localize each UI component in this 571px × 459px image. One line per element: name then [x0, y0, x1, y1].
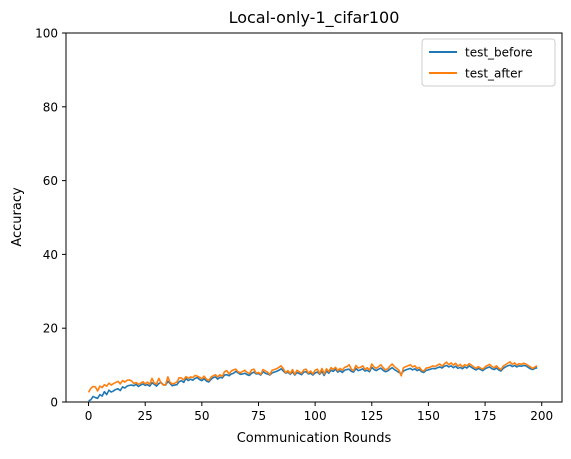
y-tick-label: 20: [43, 322, 58, 336]
legend-label: test_after: [465, 67, 523, 81]
y-tick-label: 0: [50, 396, 58, 410]
plot-frame: [65, 32, 563, 403]
x-tick-label: 75: [251, 409, 266, 423]
y-ticks: 0 20 40 60 80 100: [35, 27, 66, 410]
x-tick-label: 0: [85, 409, 93, 423]
x-axis-label: Communication Rounds: [237, 431, 392, 446]
x-tick-label: 25: [138, 409, 153, 423]
legend-label: test_before: [465, 46, 533, 60]
x-tick-label: 125: [360, 409, 383, 423]
y-axis-label: Accuracy: [10, 187, 25, 247]
chart-title: Local-only-1_cifar100: [229, 8, 400, 28]
series-line-test-after: [87, 360, 538, 393]
x-ticks: 0 25 50 75 100 125 150 175 200: [85, 402, 553, 423]
x-tick-label: 50: [194, 409, 209, 423]
y-tick-label: 60: [43, 174, 58, 188]
legend: test_before test_after: [421, 38, 556, 87]
legend-box: [421, 38, 556, 87]
y-tick-label: 80: [43, 100, 58, 114]
y-tick-label: 100: [35, 27, 58, 41]
series-layer: [87, 360, 538, 402]
y-tick-label: 40: [43, 248, 58, 262]
x-tick-label: 100: [304, 409, 327, 423]
x-tick-label: 200: [530, 409, 553, 423]
x-tick-label: 175: [474, 409, 497, 423]
x-tick-label: 150: [417, 409, 440, 423]
